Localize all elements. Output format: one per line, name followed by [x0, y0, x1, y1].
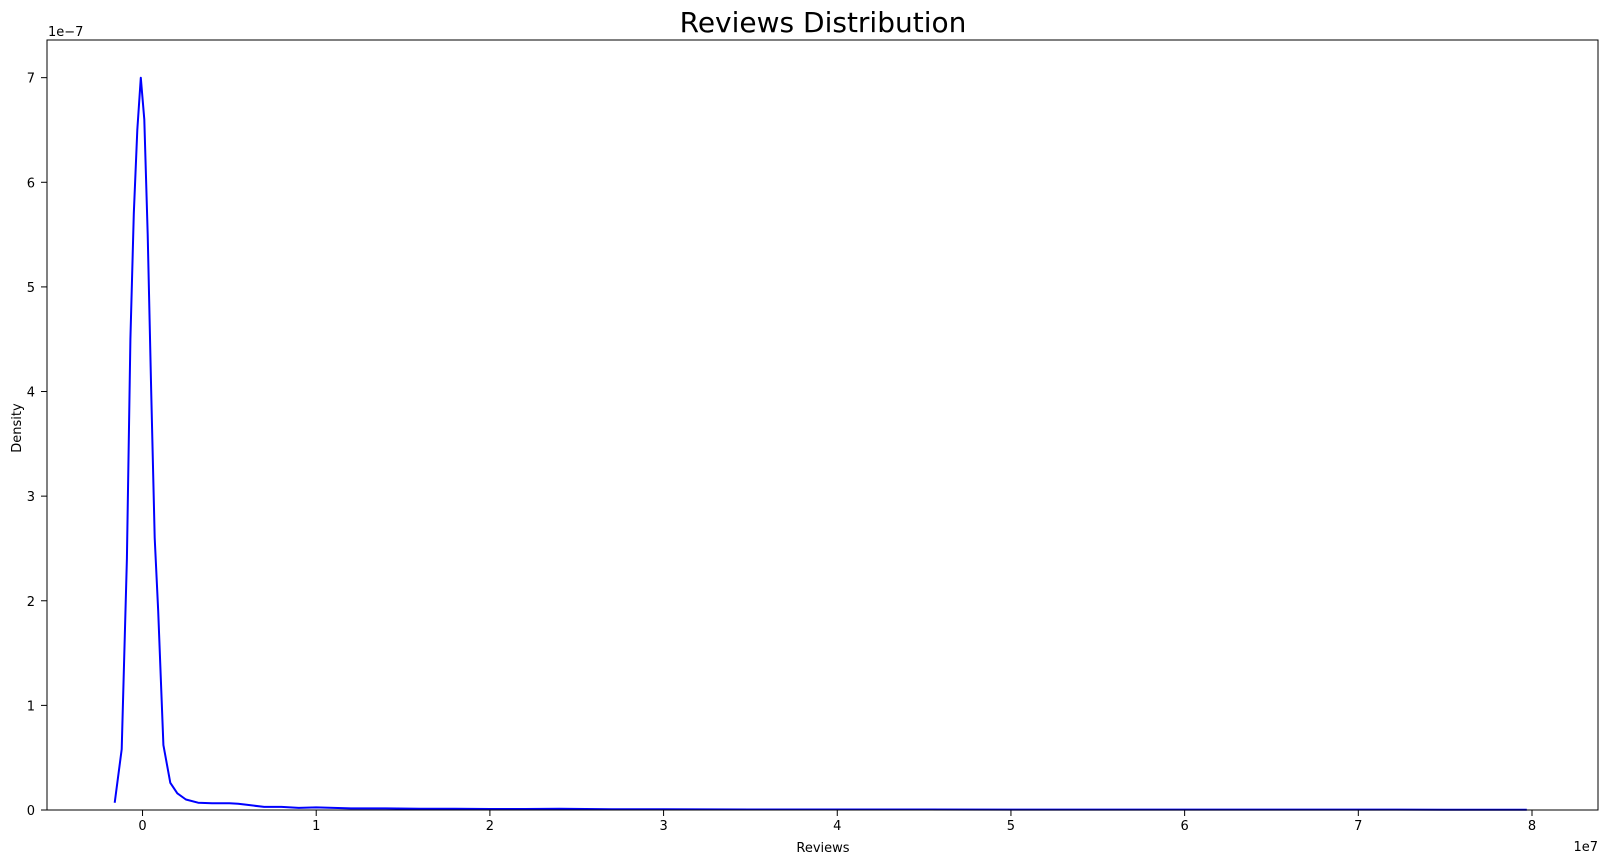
y-axis-label: Density: [10, 403, 25, 453]
density-line: [113, 76, 1527, 811]
x-tick-label: 8: [1528, 819, 1536, 834]
x-axis-ticks: 0 1 2 3 4 5 6 7 8: [138, 810, 1536, 834]
x-axis-offset-label: 1e7: [1573, 840, 1598, 855]
plot-frame: [46, 39, 1599, 811]
y-tick-label: 0: [27, 804, 35, 819]
x-tick-label: 7: [1354, 819, 1362, 834]
y-tick-label: 1: [27, 699, 35, 714]
y-axis-offset-label: 1e−7: [48, 25, 83, 40]
chart-title: Reviews Distribution: [680, 6, 967, 39]
y-tick-label: 7: [27, 72, 35, 87]
x-tick-label: 6: [1180, 819, 1188, 834]
series-layer: [113, 76, 1527, 811]
x-tick-label: 1: [312, 819, 320, 834]
x-tick-label: 2: [486, 819, 494, 834]
y-axis-ticks: 0 1 2 3 4 5 6 7: [27, 72, 47, 819]
y-tick-label: 2: [27, 595, 35, 610]
x-tick-label: 3: [659, 819, 667, 834]
y-tick-label: 5: [27, 281, 35, 296]
y-tick-label: 6: [27, 176, 35, 191]
y-tick-label: 4: [27, 386, 35, 401]
x-axis-label: Reviews: [796, 841, 849, 856]
x-tick-label: 0: [138, 819, 146, 834]
x-tick-label: 5: [1007, 819, 1015, 834]
x-tick-label: 4: [833, 819, 841, 834]
y-tick-label: 3: [27, 490, 35, 505]
